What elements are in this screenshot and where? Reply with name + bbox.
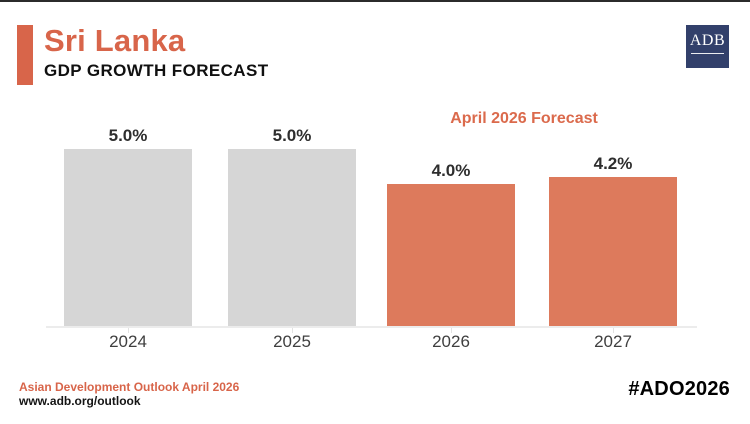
bar-value-label-2027: 4.2% — [593, 154, 633, 173]
x-axis-label-2027: 2027 — [594, 332, 632, 351]
adb-logo-text: ADB — [689, 32, 726, 49]
bar-2024 — [64, 149, 192, 326]
adb-logo: ADB — [686, 25, 729, 68]
bar-2027 — [549, 177, 677, 326]
page-subtitle: GDP GROWTH FORECAST — [44, 61, 269, 80]
bar-value-label-2026: 4.0% — [431, 161, 471, 180]
x-axis-tick-2024 — [128, 328, 129, 333]
forecast-annotation: April 2026 Forecast — [450, 110, 598, 127]
bar-2025 — [228, 149, 356, 326]
x-axis-label-2026: 2026 — [432, 332, 470, 351]
x-axis-tick-2027 — [613, 328, 614, 333]
footer-hashtag: #ADO2026 — [628, 378, 730, 400]
x-axis-tick-2025 — [292, 328, 293, 333]
footer-source-text: Asian Development Outlook April 2026 — [19, 380, 240, 394]
x-axis-tick-2026 — [451, 328, 452, 333]
adb-logo-rule — [691, 53, 724, 54]
header-accent-bar — [17, 25, 33, 85]
bar-value-label-2025: 5.0% — [272, 126, 312, 145]
page-title: Sri Lanka — [44, 23, 186, 58]
x-axis-label-2025: 2025 — [273, 332, 311, 351]
x-axis-line — [46, 326, 697, 328]
footer-url-text: www.adb.org/outlook — [19, 394, 141, 408]
bar-value-label-2024: 5.0% — [108, 126, 148, 145]
bar-2026 — [387, 184, 515, 326]
top-edge-border — [0, 0, 750, 2]
x-axis-label-2024: 2024 — [109, 332, 147, 351]
